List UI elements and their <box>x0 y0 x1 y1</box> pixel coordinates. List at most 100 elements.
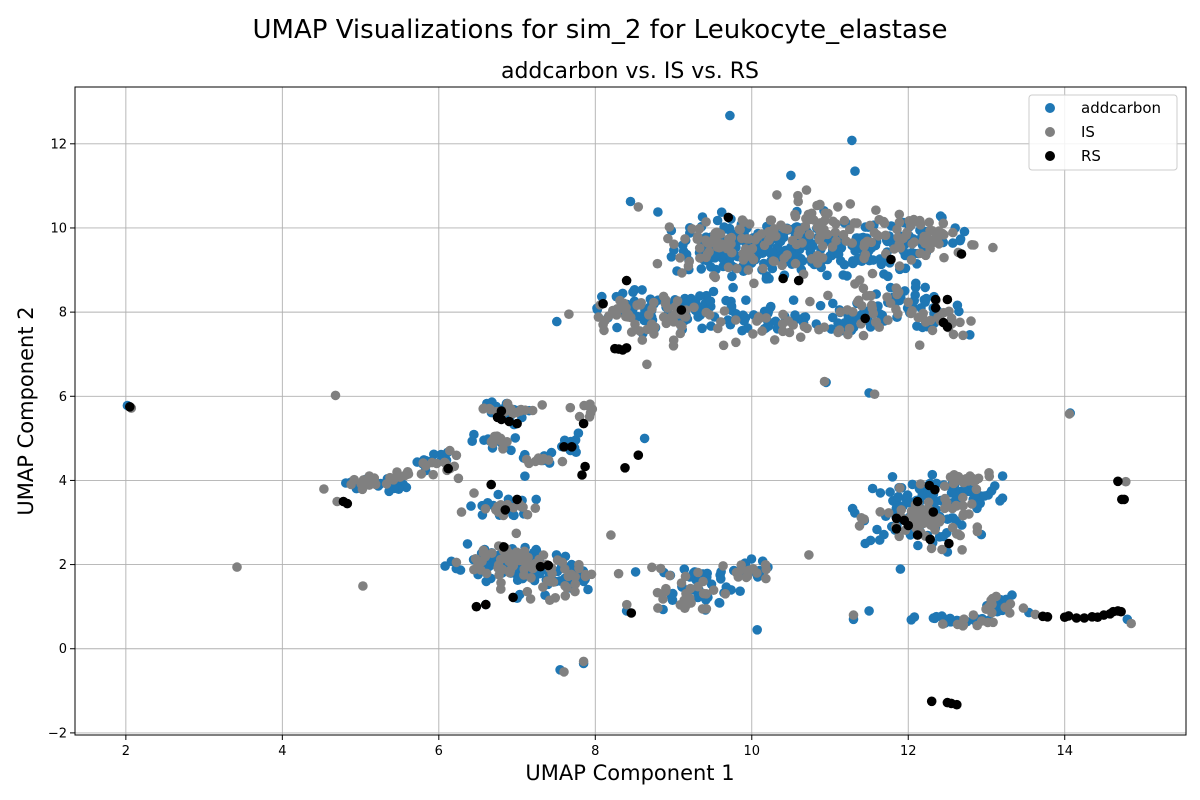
data-point-is <box>637 335 648 345</box>
data-point-addcarbon <box>389 483 399 494</box>
data-point-rs <box>559 442 569 452</box>
data-point-addcarbon <box>637 285 647 295</box>
data-point-is <box>652 258 663 269</box>
data-point-is <box>820 215 830 226</box>
data-point-is <box>777 260 787 271</box>
data-point-rs <box>912 530 923 540</box>
data-point-is <box>489 431 500 442</box>
data-point-rs <box>928 507 939 517</box>
data-point-is <box>636 298 646 308</box>
data-point-addcarbon <box>697 323 707 334</box>
data-point-addcarbon <box>612 322 622 333</box>
data-point-addcarbon <box>714 598 725 608</box>
data-point-is <box>701 589 712 599</box>
data-point-is <box>527 405 538 416</box>
data-point-is <box>630 319 640 330</box>
data-point-addcarbon <box>952 300 963 311</box>
data-point-is <box>866 300 877 310</box>
data-point-addcarbon <box>462 539 473 549</box>
data-point-is <box>858 330 869 341</box>
data-point-is <box>687 224 697 234</box>
data-point-is <box>623 309 633 320</box>
data-point-is <box>537 400 547 410</box>
grid-lines <box>75 87 1186 735</box>
data-point-is <box>790 211 801 222</box>
data-point-is <box>958 330 968 341</box>
data-point-is <box>952 619 963 630</box>
data-point-is <box>862 236 872 247</box>
data-point-rs <box>577 470 587 480</box>
data-point-addcarbon <box>875 488 886 498</box>
data-point-addcarbon <box>725 110 735 121</box>
data-point-is <box>914 340 925 351</box>
data-point-is <box>966 316 976 326</box>
data-point-rs <box>626 608 637 618</box>
data-point-addcarbon <box>546 447 557 458</box>
data-point-is <box>819 322 830 333</box>
data-point-is <box>795 332 806 343</box>
data-point-is <box>948 329 959 340</box>
data-point-addcarbon <box>705 296 716 307</box>
data-point-is <box>819 224 829 235</box>
data-point-addcarbon <box>948 238 958 248</box>
x-tick-label: 8 <box>591 744 599 759</box>
data-point-addcarbon <box>597 291 607 302</box>
data-point-is <box>560 564 570 574</box>
legend: addcarbon IS RS <box>1028 94 1178 171</box>
data-point-addcarbon <box>815 300 826 311</box>
data-point-is <box>451 557 462 568</box>
series-rs <box>125 212 1129 710</box>
data-point-is <box>976 616 987 626</box>
legend-box <box>1028 94 1178 171</box>
data-point-addcarbon <box>927 469 938 480</box>
data-point-is <box>938 218 949 229</box>
data-point-is <box>835 307 846 317</box>
data-point-rs <box>578 418 589 429</box>
data-point-rs <box>886 254 896 265</box>
data-point-is <box>850 279 860 289</box>
data-point-addcarbon <box>741 295 751 306</box>
x-tick-label: 10 <box>743 744 760 759</box>
chart-title: addcarbon vs. IS vs. RS <box>501 59 759 84</box>
data-point-is <box>530 456 541 467</box>
data-point-is <box>545 576 556 587</box>
data-point-is <box>784 327 795 338</box>
data-point-is <box>519 570 529 580</box>
data-point-is <box>769 224 779 234</box>
data-point-addcarbon <box>510 433 521 443</box>
data-point-is <box>867 268 878 279</box>
data-point-addcarbon <box>913 540 923 551</box>
data-point-is <box>669 239 679 249</box>
data-point-rs <box>499 542 509 552</box>
y-tick-label: 2 <box>59 558 67 573</box>
data-point-rs <box>1063 611 1074 621</box>
data-point-is <box>757 326 767 336</box>
data-point-is <box>883 315 893 325</box>
data-point-is <box>915 220 926 230</box>
data-point-is <box>689 302 699 313</box>
data-point-is <box>723 262 734 273</box>
data-point-is <box>712 242 723 252</box>
data-point-addcarbon <box>807 240 818 251</box>
data-point-addcarbon <box>639 433 650 444</box>
data-point-is <box>761 313 771 323</box>
data-point-addcarbon <box>716 574 726 584</box>
data-point-is <box>752 232 763 242</box>
data-point-rs <box>620 463 630 473</box>
data-point-is <box>828 216 838 227</box>
data-point-is <box>319 484 329 494</box>
data-point-is <box>642 324 652 335</box>
data-point-rs <box>535 561 546 572</box>
data-point-is <box>973 473 984 484</box>
data-point-is <box>804 229 815 240</box>
data-point-is <box>819 376 830 387</box>
legend-marker-is <box>1045 127 1055 137</box>
data-point-is <box>905 220 916 231</box>
data-point-is <box>939 481 950 492</box>
data-point-addcarbon <box>921 293 932 304</box>
data-point-addcarbon <box>767 247 778 257</box>
data-point-addcarbon <box>990 481 1000 491</box>
data-point-is <box>731 337 741 348</box>
data-point-is <box>907 239 917 249</box>
data-point-is <box>701 217 711 227</box>
